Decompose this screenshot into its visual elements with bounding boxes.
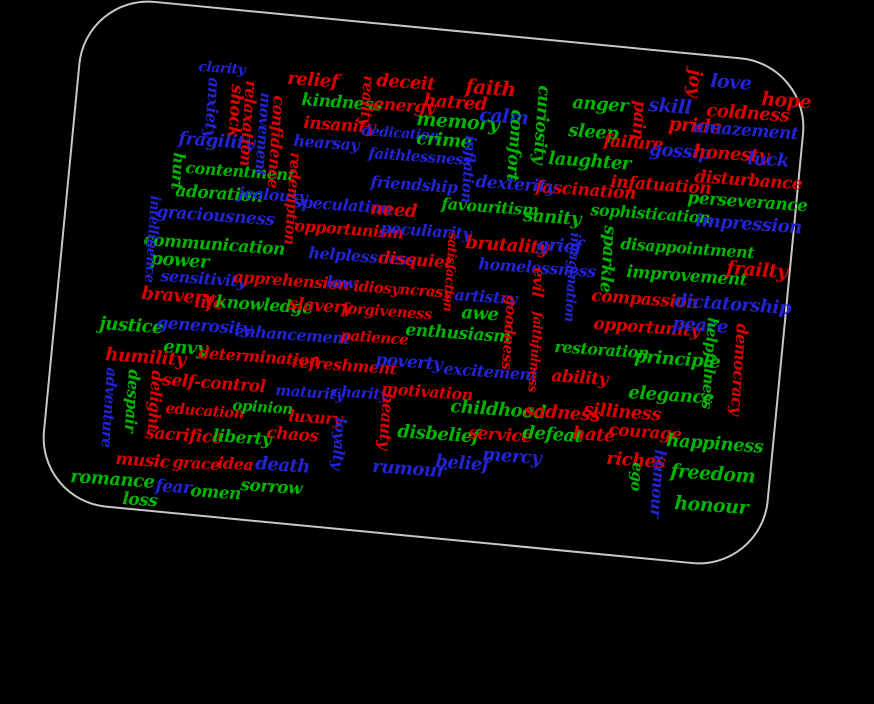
word-loyalty: loyalty [328,416,350,470]
word-friendship: friendship [369,172,459,198]
word-evil: evil [527,266,549,298]
word-freedom: freedom [669,460,756,488]
word-loss: loss [121,489,159,512]
word-patience: patience [339,326,409,349]
word-idea: idea [216,453,254,475]
word-anxiety: anxiety [200,76,224,139]
word-ability: ability [550,366,609,390]
word-beauty: beauty [375,391,398,451]
word-faithlessness: faithlessness [367,144,472,170]
word-luck: luck [746,148,790,172]
word-delight: delight [143,369,167,432]
word-inflation: inflation [457,134,480,204]
word-chaos: chaos [265,423,320,447]
word-despair: despair [120,368,144,433]
word-fear: fear [154,476,193,499]
word-laughter: laughter [547,148,632,175]
word-sorrow: sorrow [239,475,303,500]
word-humour: humour [646,448,670,518]
word-mercy: mercy [481,444,542,470]
word-adventure: adventure [97,366,121,449]
word-amazement: amazement [692,117,799,145]
word-hurt: hurt [167,151,189,191]
word-reality: reality [356,74,378,127]
word-pain: pain [627,99,650,141]
word-disquiet: disquiet [377,248,453,274]
word-love: love [709,70,753,95]
word-relief: relief [286,68,339,93]
word-democracy: democracy [726,322,752,416]
word-law: law [325,272,356,293]
word-justice: justice [98,313,164,339]
word-poverty: poverty [374,350,444,375]
word-liberty: liberty [211,426,272,451]
word-forgiveness: forgiveness [340,299,433,324]
word-goodness: goodness [497,294,521,371]
word-ego: ego [627,461,647,492]
word-hearsay: hearsay [292,131,360,155]
word-happiness: happiness [665,430,764,458]
word-comfort: comfort [502,108,527,182]
word-joy: joy [683,68,706,98]
word-enthusiasm: enthusiasm [404,320,512,348]
word-anger: anger [571,92,629,117]
word-grace: grace [171,452,221,475]
word-enhancement: enhancement [233,321,351,349]
word-clarity: clarity [197,59,246,79]
word-awe: awe [460,302,500,326]
word-self-control: self-control [161,370,267,398]
word-graciousness: graciousness [155,202,276,231]
word-honour: honour [673,492,749,520]
word-romance: romance [69,466,156,493]
word-music: music [114,449,171,473]
word-sparkle: sparkle [595,224,620,293]
word-death: death [254,453,311,478]
word-omen: omen [189,481,242,505]
word-excitement: excitement [442,359,539,385]
word-humility: humility [104,344,187,371]
word-sanity: sanity [522,205,582,230]
word-intelligence: intelligence [140,194,163,283]
word-faithfulness: faithfulness [524,311,545,393]
word-frailty: frailty [725,257,789,284]
word-curiosity: curiosity [528,84,554,165]
word-opinion: opinion [231,396,294,419]
word-impression: impression [694,210,803,239]
word-idiosyncrasy: idiosyncrasy [352,277,452,302]
